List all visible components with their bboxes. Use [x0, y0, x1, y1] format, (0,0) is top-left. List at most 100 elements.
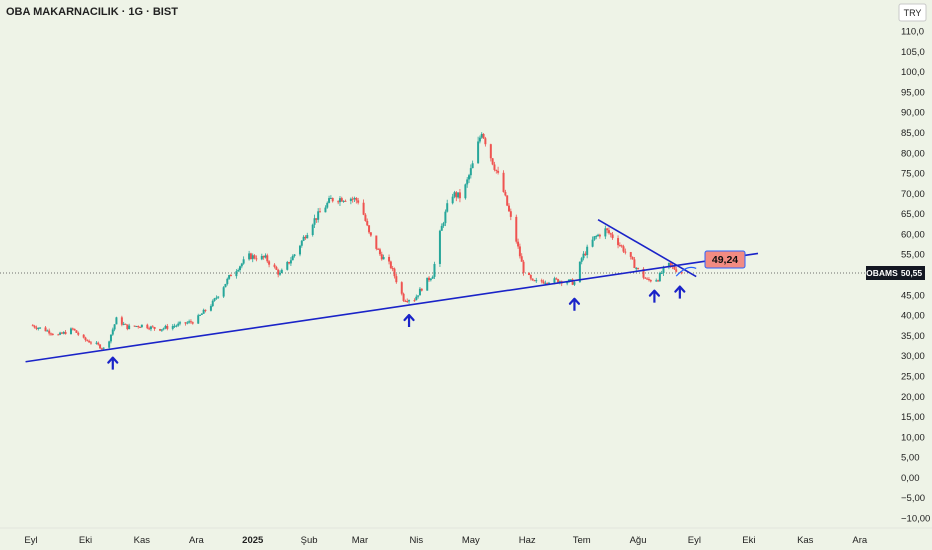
candle — [329, 195, 332, 199]
candle — [291, 254, 294, 261]
candle — [286, 260, 289, 271]
candle — [268, 260, 271, 268]
candle — [64, 330, 67, 335]
candle — [451, 193, 454, 205]
candle — [149, 325, 152, 332]
resistance-trendline[interactable] — [597, 219, 697, 278]
candle — [240, 262, 243, 269]
y-tick-label: 30,00 — [901, 351, 925, 362]
candle — [502, 170, 505, 193]
candle — [406, 298, 409, 304]
candle — [531, 278, 534, 281]
candle — [209, 304, 212, 312]
candle — [489, 143, 492, 162]
candle — [239, 265, 242, 273]
candle — [84, 336, 87, 342]
y-tick-label: 45,00 — [901, 290, 925, 301]
candle — [464, 183, 467, 200]
y-axis[interactable]: 110,0 105,0 100,0 95,00 90,00 85,00 80,00 75,00… — [901, 27, 930, 525]
candle — [69, 327, 72, 335]
candle — [495, 169, 498, 174]
candle — [86, 339, 89, 342]
candle — [262, 255, 265, 260]
candle — [162, 327, 165, 331]
candle — [288, 261, 291, 265]
y-tick-label: 90,00 — [901, 108, 925, 119]
support-trendline[interactable] — [25, 252, 759, 363]
x-tick-label: Ara — [852, 535, 868, 546]
candle — [289, 257, 292, 266]
candle — [620, 244, 623, 248]
candle — [597, 233, 600, 237]
candle — [380, 251, 383, 261]
currency-button[interactable]: TRY — [898, 3, 927, 22]
candle — [618, 242, 621, 247]
y-tick-label: 95,00 — [901, 87, 925, 98]
candle — [82, 334, 85, 339]
candle — [331, 197, 334, 203]
chart-title: OBA MAKARNACILIK · 1G · BIST — [6, 6, 178, 18]
candle — [540, 278, 543, 284]
candle — [324, 205, 327, 213]
candle — [166, 323, 169, 331]
up-arrow-icon — [648, 289, 661, 303]
candle — [582, 251, 585, 261]
candle — [453, 190, 456, 199]
x-tick-label: Kas — [134, 535, 151, 546]
candle — [88, 339, 91, 343]
price-annotation[interactable]: 49,24 — [704, 250, 746, 269]
y-tick-label: 35,00 — [901, 331, 925, 342]
candle — [413, 298, 416, 302]
candle — [248, 250, 251, 261]
candle — [300, 240, 303, 248]
candle — [458, 189, 461, 203]
candle — [506, 195, 509, 207]
candle — [275, 265, 278, 271]
y-tick-label: 85,00 — [901, 128, 925, 139]
candles — [31, 132, 683, 351]
y-tick-label: 10,00 — [901, 432, 925, 443]
candle — [642, 267, 645, 280]
candle — [337, 200, 340, 205]
trendlines[interactable] — [25, 219, 759, 363]
x-tick-label: 2025 — [242, 535, 264, 546]
candle — [388, 254, 391, 265]
candle — [31, 324, 34, 327]
candle — [148, 326, 151, 331]
candle — [226, 277, 229, 286]
candle — [317, 208, 320, 223]
candle — [395, 273, 398, 284]
annotation-pointer — [675, 266, 697, 277]
candle — [606, 227, 609, 234]
candle — [591, 236, 594, 248]
candle — [137, 325, 140, 329]
candle — [213, 297, 216, 302]
candle — [255, 255, 258, 262]
candle — [649, 279, 652, 283]
candle — [533, 279, 536, 282]
candle — [242, 256, 245, 265]
candle — [113, 324, 116, 332]
candle — [607, 227, 610, 235]
candle — [455, 191, 458, 202]
x-tick-label: Ara — [189, 535, 205, 546]
candle — [431, 275, 434, 279]
candle — [228, 274, 231, 280]
y-tick-label: 100,0 — [901, 67, 925, 78]
candle — [49, 332, 52, 336]
candle — [153, 326, 156, 331]
candle — [60, 331, 63, 334]
candle — [215, 295, 218, 300]
x-axis[interactable]: Eyl Eki Kas Ara 2025 Şub Mar Nis May Haz Tem Ağu Eyl… — [24, 535, 867, 546]
candle — [571, 278, 574, 286]
candle — [33, 324, 36, 329]
candle — [302, 235, 305, 242]
currency-label: TRY — [904, 8, 922, 18]
candle — [584, 251, 587, 256]
candle — [408, 299, 411, 304]
candle — [273, 263, 276, 269]
candle — [160, 329, 163, 332]
candle — [415, 294, 418, 301]
candle — [378, 247, 381, 256]
